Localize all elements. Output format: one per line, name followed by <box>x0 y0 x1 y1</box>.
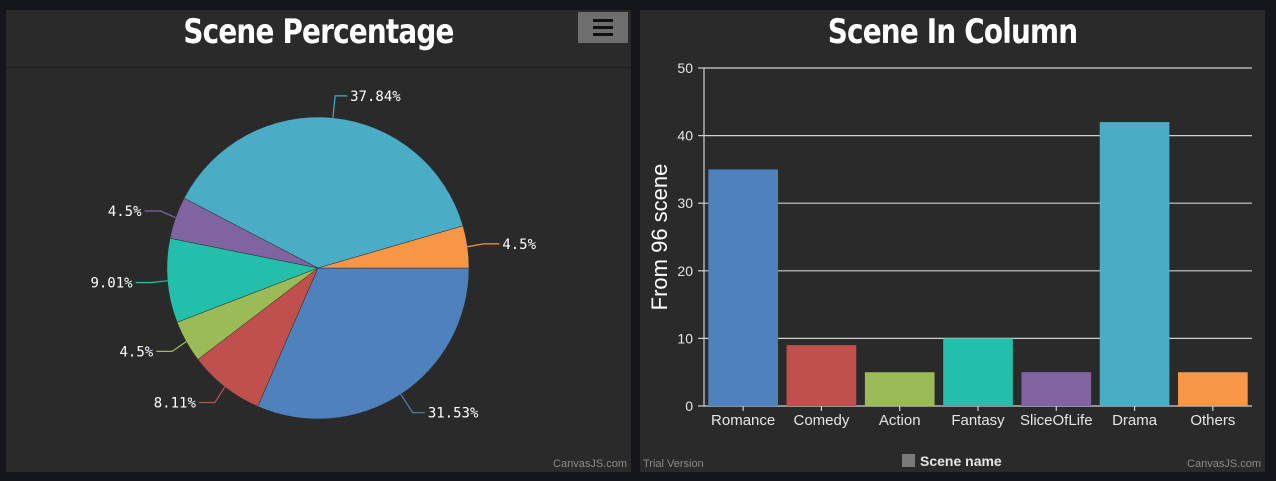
pie-label-leader <box>144 210 176 219</box>
pie-slice-label: 4.5% <box>119 344 153 360</box>
x-tick-label: Romance <box>711 412 775 429</box>
x-tick-label: Comedy <box>793 412 849 429</box>
column-chart-title: Scene In Column <box>827 12 1078 52</box>
x-tick-label: Others <box>1190 412 1235 429</box>
y-tick-label: 40 <box>677 128 693 144</box>
y-tick-label: 10 <box>677 330 693 346</box>
pie-slice[interactable] <box>317 225 470 269</box>
column-chart: 0 10 20 30 40 50 From 96 scene Romance Comedy Act… <box>647 60 1252 429</box>
y-axis-title: From 96 scene <box>647 164 672 311</box>
column-bar[interactable] <box>1178 372 1248 406</box>
canvasjs-credit[interactable]: CanvasJS.com <box>553 458 627 470</box>
chart-menu-button[interactable] <box>578 12 628 43</box>
pie-slice-label: 4.5% <box>502 237 536 253</box>
y-tick-label: 50 <box>677 60 693 76</box>
x-tick-label: Action <box>879 412 921 429</box>
pie-chart-title: Scene Percentage <box>183 12 454 52</box>
trial-version-label: Trial Version <box>643 458 704 470</box>
column-bar[interactable] <box>864 372 935 406</box>
x-tick-label: SliceOfLife <box>1020 412 1093 429</box>
column-bar[interactable] <box>708 169 778 406</box>
y-tick-label: 20 <box>677 263 693 279</box>
column-bar[interactable] <box>943 338 1013 406</box>
x-tick-label: Drama <box>1112 412 1158 429</box>
column-bar[interactable] <box>1021 372 1092 406</box>
column-chart-panel: Scene In Column 0 10 20 30 40 50 From 96 scene… <box>640 10 1265 472</box>
pie-label-leader <box>156 341 187 352</box>
pie-slice[interactable] <box>166 237 319 323</box>
column-bar[interactable] <box>786 345 857 406</box>
legend-label: Scene name <box>920 453 1002 469</box>
y-tick-label: 30 <box>677 195 693 211</box>
pie-slice-label: 8.11% <box>154 396 197 412</box>
x-tick-label: Fantasy <box>951 412 1005 429</box>
pie-label-leader <box>332 95 348 118</box>
legend-swatch-icon <box>902 454 915 467</box>
title-divider <box>6 67 631 68</box>
column-bar[interactable] <box>1099 122 1170 406</box>
legend-item[interactable]: Scene name <box>902 453 1002 469</box>
pie-chart: 31.53% 8.11% 4.5% 9.01% 4.5% 37.84% 4.5% <box>90 89 536 422</box>
pie-slice-label: 31.53% <box>428 406 479 422</box>
y-tick-label: 0 <box>685 398 693 414</box>
pie-slice-label: 4.5% <box>108 204 142 220</box>
pie-label-leader <box>198 386 226 404</box>
pie-label-leader <box>400 393 425 414</box>
pie-chart-panel: Scene Percentage 31.53% 8.11% 4.5% 9.01% 4.5… <box>6 10 631 472</box>
pie-slice-label: 9.01% <box>90 275 133 291</box>
canvasjs-credit[interactable]: CanvasJS.com <box>1187 458 1261 470</box>
pie-label-leader <box>135 280 168 284</box>
pie-label-leader <box>467 243 500 248</box>
pie-slice-label: 37.84% <box>350 89 401 105</box>
